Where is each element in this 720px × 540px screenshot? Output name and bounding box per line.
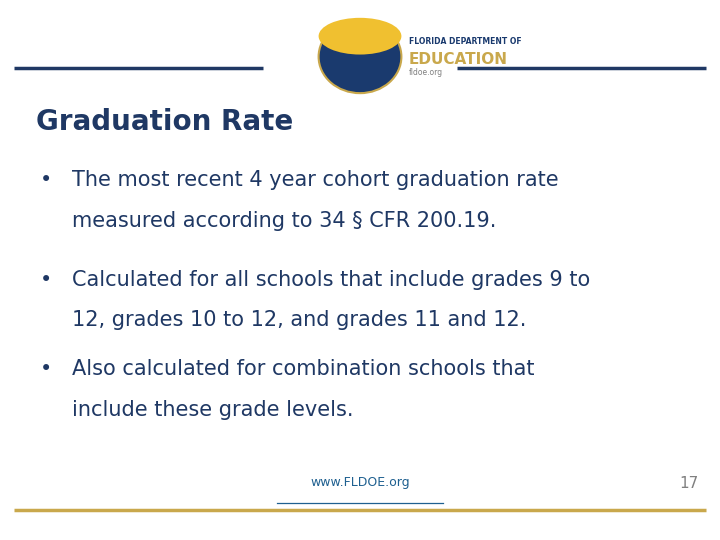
Text: •: •: [40, 170, 52, 190]
Text: www.FLDOE.org: www.FLDOE.org: [310, 476, 410, 489]
Text: include these grade levels.: include these grade levels.: [72, 400, 354, 420]
Text: EDUCATION: EDUCATION: [409, 52, 508, 67]
Text: FLORIDA DEPARTMENT OF: FLORIDA DEPARTMENT OF: [409, 37, 521, 46]
Text: The most recent 4 year cohort graduation rate: The most recent 4 year cohort graduation…: [72, 170, 559, 190]
Text: 12, grades 10 to 12, and grades 11 and 12.: 12, grades 10 to 12, and grades 11 and 1…: [72, 310, 526, 330]
Text: Also calculated for combination schools that: Also calculated for combination schools …: [72, 359, 534, 379]
Ellipse shape: [319, 20, 402, 93]
Text: Graduation Rate: Graduation Rate: [36, 108, 293, 136]
Text: •: •: [40, 270, 52, 290]
Text: measured according to 34 § CFR 200.19.: measured according to 34 § CFR 200.19.: [72, 211, 496, 231]
Text: 17: 17: [679, 476, 698, 491]
Ellipse shape: [319, 18, 402, 55]
Text: •: •: [40, 359, 52, 379]
Text: Calculated for all schools that include grades 9 to: Calculated for all schools that include …: [72, 270, 590, 290]
Text: fldoe.org: fldoe.org: [409, 69, 443, 77]
